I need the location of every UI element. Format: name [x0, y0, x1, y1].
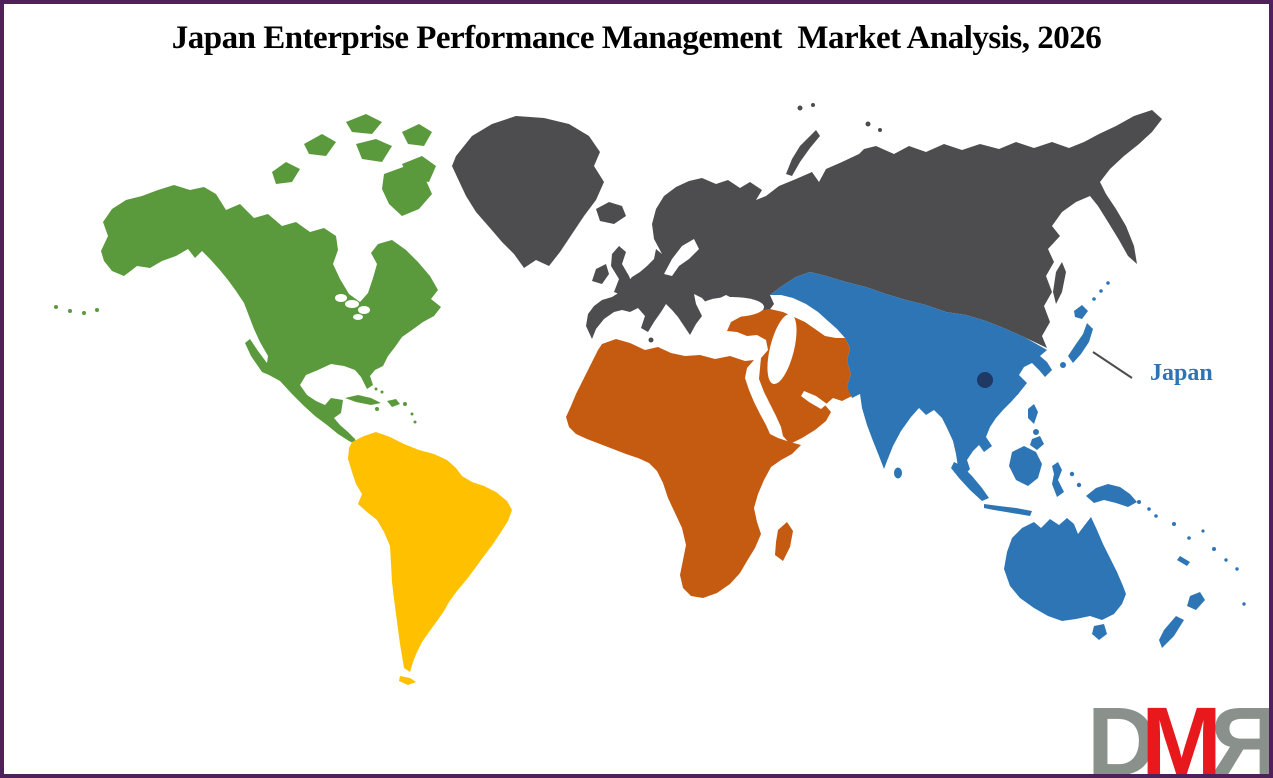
svalbard-islet: [811, 103, 815, 107]
sri-lanka: [894, 467, 902, 479]
arctic-island: [304, 134, 336, 156]
baltic-sea: [664, 239, 699, 276]
antilles-islet: [413, 420, 417, 424]
kuril-islet: [1106, 281, 1110, 285]
aleutian-islet: [54, 305, 58, 309]
pacific-islet: [1137, 500, 1141, 504]
persian-gulf: [801, 391, 827, 409]
japan-honshu: [1068, 323, 1093, 363]
dmr-logo: DMR: [1087, 687, 1269, 778]
north-america-mainland: [101, 185, 441, 445]
caspian-sea: [767, 313, 797, 385]
baffin-island: [382, 166, 432, 216]
aleutian-islet: [68, 309, 72, 313]
arctic-islet: [878, 128, 882, 132]
hispaniola: [387, 399, 400, 407]
arctic-island: [346, 114, 382, 134]
callout-line: [1092, 351, 1133, 379]
great-britain: [611, 246, 634, 296]
south-america-mainland: [348, 432, 512, 672]
new-guinea: [1086, 484, 1137, 507]
kuril-islet: [1092, 297, 1096, 301]
moluccas-islet: [1069, 471, 1075, 477]
puerto-rico: [403, 402, 407, 406]
kuril-islet: [1099, 289, 1103, 293]
madagascar: [775, 522, 793, 561]
pacific-islet: [1154, 514, 1158, 518]
taiwan: [1012, 384, 1020, 396]
sumatra: [951, 462, 989, 501]
new-zealand-north: [1187, 592, 1205, 610]
pacific-islet: [1212, 547, 1216, 551]
great-lake: [358, 306, 370, 314]
arctic-island: [402, 124, 432, 146]
ireland: [592, 264, 609, 284]
eurasia-north-mainland: [586, 110, 1162, 348]
java: [984, 504, 1032, 516]
pacific-islet: [1172, 522, 1176, 526]
pacific-islet: [1147, 507, 1151, 511]
bahamas-islet: [380, 390, 384, 394]
bahamas-islet: [374, 387, 378, 391]
japan-hokkaido: [1074, 305, 1088, 319]
sakhalin: [1053, 262, 1066, 304]
borneo: [1009, 446, 1042, 486]
hainan: [991, 405, 997, 411]
africa-mainland: [566, 339, 801, 598]
tierra-del-fuego: [399, 676, 416, 685]
region-south-america: [348, 432, 512, 685]
cuba: [345, 395, 381, 405]
sicily: [648, 337, 654, 343]
sulawesi: [1052, 462, 1064, 497]
pacific-islet: [1201, 529, 1205, 533]
pacific-islet: [1242, 602, 1246, 606]
arctic-island: [272, 162, 300, 184]
page-title: Japan Enterprise Performance Management …: [171, 20, 1102, 56]
asia-mainland: [770, 272, 1052, 476]
region-north-america: [54, 114, 441, 445]
black-sea: [700, 297, 764, 317]
logo-letter-m: M: [1141, 687, 1222, 778]
new-zealand-south: [1159, 616, 1184, 648]
iceland: [596, 202, 626, 224]
world-map: [54, 103, 1246, 685]
great-lake: [335, 294, 347, 302]
philippines-islet: [1033, 429, 1039, 435]
marker-dot: [977, 372, 993, 388]
great-lake: [353, 314, 363, 320]
greenland: [452, 116, 604, 268]
logo-letter-d: D: [1087, 687, 1158, 778]
inland-seas: [335, 239, 827, 409]
jamaica: [375, 407, 379, 411]
moluccas-islet: [1076, 482, 1082, 488]
arctic-islet: [865, 121, 871, 127]
region-asia-pacific: [770, 272, 1246, 648]
philippines-luzon: [1028, 404, 1038, 424]
middle-east: [727, 309, 852, 444]
novaya-zemlya: [786, 130, 820, 176]
svalbard-islet: [797, 105, 803, 111]
australia: [1004, 517, 1126, 621]
japan-kyushu: [1060, 362, 1066, 368]
aleutian-islet: [95, 308, 99, 312]
pacific-islet: [1235, 567, 1239, 571]
antilles-islet: [410, 412, 414, 416]
pacific-islet: [1187, 536, 1191, 540]
philippines-mindanao: [1030, 436, 1044, 450]
region-middle-east-africa: [566, 309, 852, 598]
region-europe-russia: [452, 103, 1162, 348]
tasmania: [1092, 624, 1107, 640]
great-lake: [345, 300, 359, 308]
arctic-island: [356, 139, 392, 162]
pacific-islet: [1224, 558, 1228, 562]
japan-callout-label: Japan: [1150, 360, 1213, 386]
aleutian-islet: [82, 311, 86, 315]
new-caledonia: [1177, 556, 1190, 566]
